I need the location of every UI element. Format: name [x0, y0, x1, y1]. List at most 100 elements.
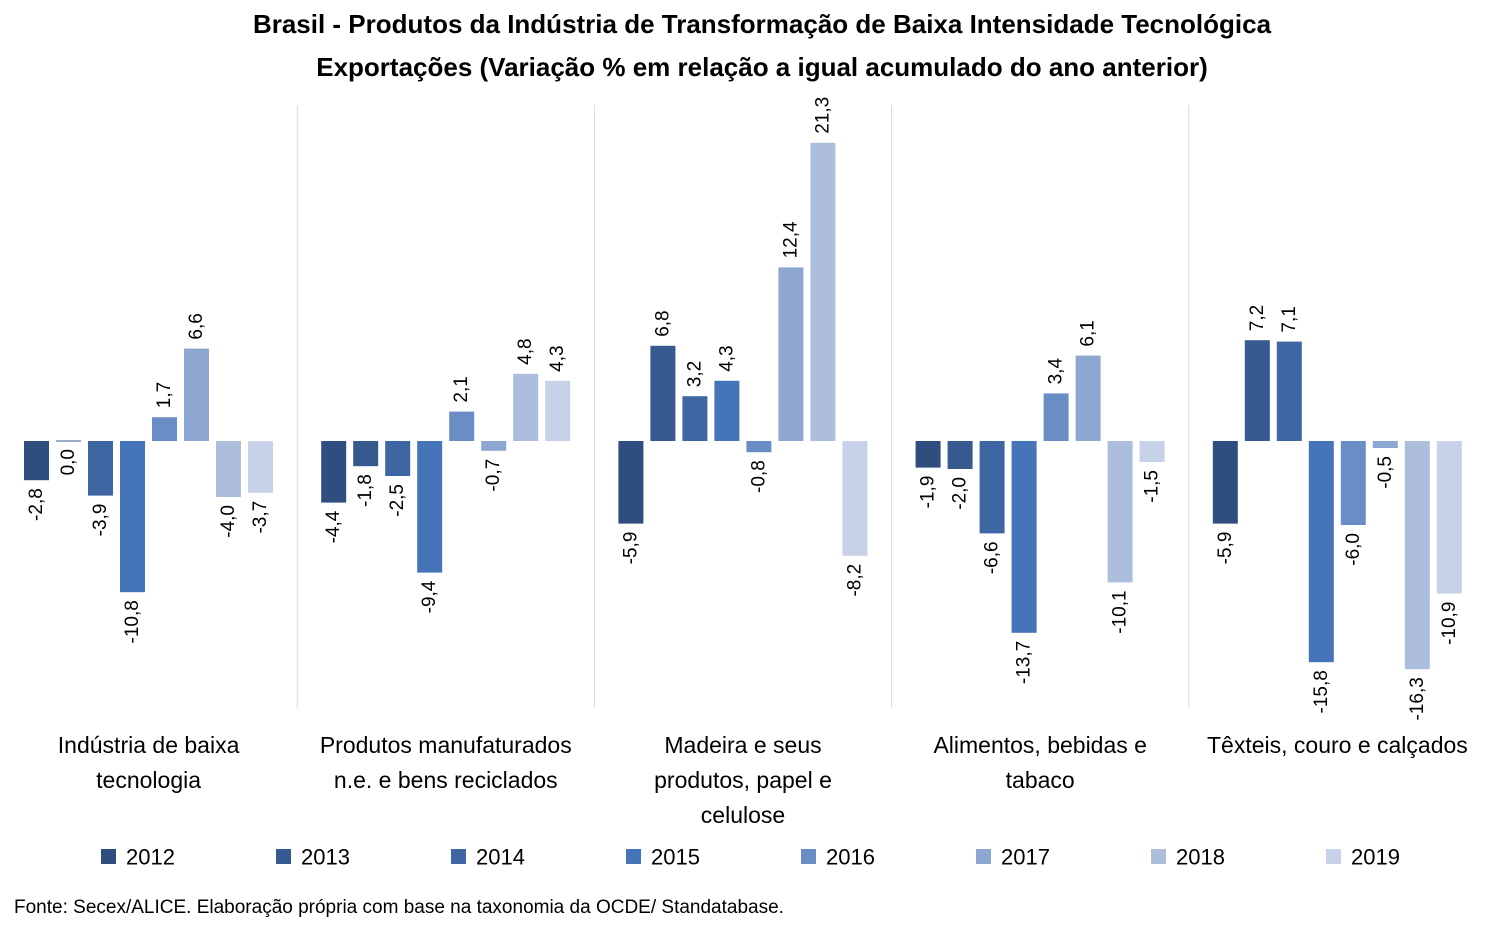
bar-2017-group-5	[1372, 441, 1398, 448]
data-label-2019-group-5: -10,9	[1439, 602, 1460, 645]
legend-label-2013: 2013	[301, 845, 350, 870]
data-label-2014-group-1: -3,9	[90, 504, 111, 537]
bar-2012-group-3	[618, 441, 644, 524]
group-separators	[296, 105, 1190, 708]
bar-2017-group-4	[1075, 355, 1101, 441]
bar-2014-group-4	[979, 441, 1005, 534]
category-label-3-line-2: produtos, papel e	[654, 767, 832, 793]
data-label-2015-group-2: -9,4	[419, 580, 440, 613]
legend-swatch-2018	[1151, 849, 1166, 864]
bar-2016-group-2	[449, 411, 475, 441]
source-note: Fonte: Secex/ALICE. Elaboração própria c…	[14, 897, 784, 918]
bar-2015-group-2	[417, 441, 443, 573]
bar-2014-group-3	[682, 396, 708, 441]
bar-2019-group-4	[1139, 441, 1165, 462]
data-label-2013-group-3: 6,8	[652, 310, 673, 336]
legend-label-2017: 2017	[1001, 845, 1050, 870]
data-label-2016-group-2: 2,1	[451, 376, 472, 402]
data-label-2014-group-2: -2,5	[387, 484, 408, 517]
bar-2013-group-5	[1244, 340, 1270, 441]
category-label-5-line-1: Têxteis, couro e calçados	[1207, 732, 1468, 758]
bar-2012-group-5	[1212, 441, 1238, 524]
bar-2018-group-1	[216, 441, 241, 497]
legend-label-2015: 2015	[651, 845, 700, 870]
bar-2018-group-4	[1107, 441, 1133, 583]
bar-2016-group-5	[1340, 441, 1366, 525]
bar-2013-group-1	[56, 440, 81, 442]
chart-subtitle: Exportações (Variação % em relação a igu…	[316, 52, 1208, 82]
bar-2015-group-3	[714, 380, 740, 441]
bar-2014-group-1	[88, 441, 113, 496]
data-label-2017-group-5: -0,5	[1375, 456, 1396, 489]
legend: 2012 2013 2014 2015 2016 2017 2018 2019	[101, 845, 1400, 870]
legend-label-2016: 2016	[826, 845, 875, 870]
legend-swatch-2012	[101, 849, 116, 864]
data-label-2015-group-4: -13,7	[1014, 641, 1035, 684]
legend-swatch-2015	[626, 849, 641, 864]
data-label-2017-group-3: 12,4	[780, 221, 801, 258]
data-label-2019-group-3: -8,2	[844, 564, 865, 597]
bar-2015-group-4	[1011, 441, 1037, 633]
legend-label-2018: 2018	[1176, 845, 1225, 870]
bar-2012-group-2	[321, 441, 347, 503]
bar-2012-group-1	[24, 441, 49, 481]
data-label-2017-group-2: -0,7	[483, 459, 504, 492]
bar-2015-group-5	[1308, 441, 1334, 663]
data-label-2019-group-4: -1,5	[1142, 470, 1163, 503]
chart-title: Brasil - Produtos da Indústria de Transf…	[253, 9, 1272, 39]
data-label-2014-group-3: 3,2	[684, 361, 705, 387]
category-label-2-line-2: n.e. e bens reciclados	[334, 767, 558, 793]
category-label-2-line-1: Produtos manufaturados	[320, 732, 572, 758]
data-label-2018-group-5: -16,3	[1407, 677, 1428, 720]
data-label-2018-group-1: -4,0	[218, 505, 239, 538]
data-label-2012-group-5: -5,9	[1215, 532, 1236, 565]
category-label-3-line-3: celulose	[701, 802, 785, 828]
data-label-2017-group-4: 6,1	[1078, 320, 1099, 346]
legend-swatch-2014	[451, 849, 466, 864]
category-label-4-line-1: Alimentos, bebidas e	[933, 732, 1147, 758]
bar-2016-group-1	[152, 417, 177, 441]
data-label-2012-group-3: -5,9	[620, 532, 641, 565]
data-label-2013-group-4: -2,0	[950, 477, 971, 510]
category-label-3-line-1: Madeira e seus	[664, 732, 821, 758]
data-label-2012-group-1: -2,8	[26, 488, 47, 521]
bar-2014-group-2	[385, 441, 411, 476]
data-label-2013-group-2: -1,8	[355, 474, 376, 507]
data-label-2015-group-1: -10,8	[122, 600, 143, 643]
bar-2017-group-1	[184, 348, 209, 441]
data-label-2014-group-5: 7,1	[1279, 306, 1300, 332]
data-label-2012-group-2: -4,4	[323, 510, 344, 543]
bar-2013-group-3	[650, 345, 676, 441]
legend-swatch-2017	[976, 849, 991, 864]
data-label-2013-group-1: 0,0	[58, 449, 79, 475]
data-label-2017-group-1: 6,6	[186, 313, 207, 339]
data-label-2013-group-5: 7,2	[1247, 305, 1268, 331]
data-label-2019-group-1: -3,7	[250, 501, 271, 534]
data-label-2016-group-3: -0,8	[748, 460, 769, 493]
data-label-2018-group-4: -10,1	[1110, 590, 1131, 633]
bar-2019-group-3	[842, 441, 868, 556]
legend-swatch-2016	[801, 849, 816, 864]
legend-swatch-2019	[1326, 849, 1341, 864]
bar-2015-group-1	[120, 441, 145, 593]
bar-2016-group-4	[1043, 393, 1069, 441]
data-label-2015-group-5: -15,8	[1311, 670, 1332, 713]
category-label-1-line-1: Indústria de baixa	[58, 732, 240, 758]
bar-2018-group-5	[1404, 441, 1430, 670]
category-labels: Indústria de baixa tecnologia Produtos man…	[58, 732, 1468, 828]
data-label-2014-group-4: -6,6	[982, 541, 1003, 574]
bar-2019-group-2	[545, 380, 571, 441]
bar-2019-group-1	[248, 441, 273, 493]
bar-2018-group-3	[810, 142, 836, 442]
data-labels: -2,8 0,0 -3,9 -10,8 1,7 6,6 -4,0 -3,7 -4,4 -1,8 -2…	[26, 97, 1460, 721]
bars	[24, 142, 1462, 670]
bar-2017-group-2	[481, 441, 507, 451]
data-label-2016-group-1: 1,7	[154, 382, 175, 408]
bar-2017-group-3	[778, 267, 804, 441]
data-label-2016-group-4: 3,4	[1046, 358, 1067, 385]
bar-2018-group-2	[513, 373, 539, 441]
data-label-2015-group-3: 4,3	[716, 345, 737, 371]
data-label-2019-group-2: 4,3	[547, 345, 568, 371]
legend-label-2019: 2019	[1351, 845, 1400, 870]
